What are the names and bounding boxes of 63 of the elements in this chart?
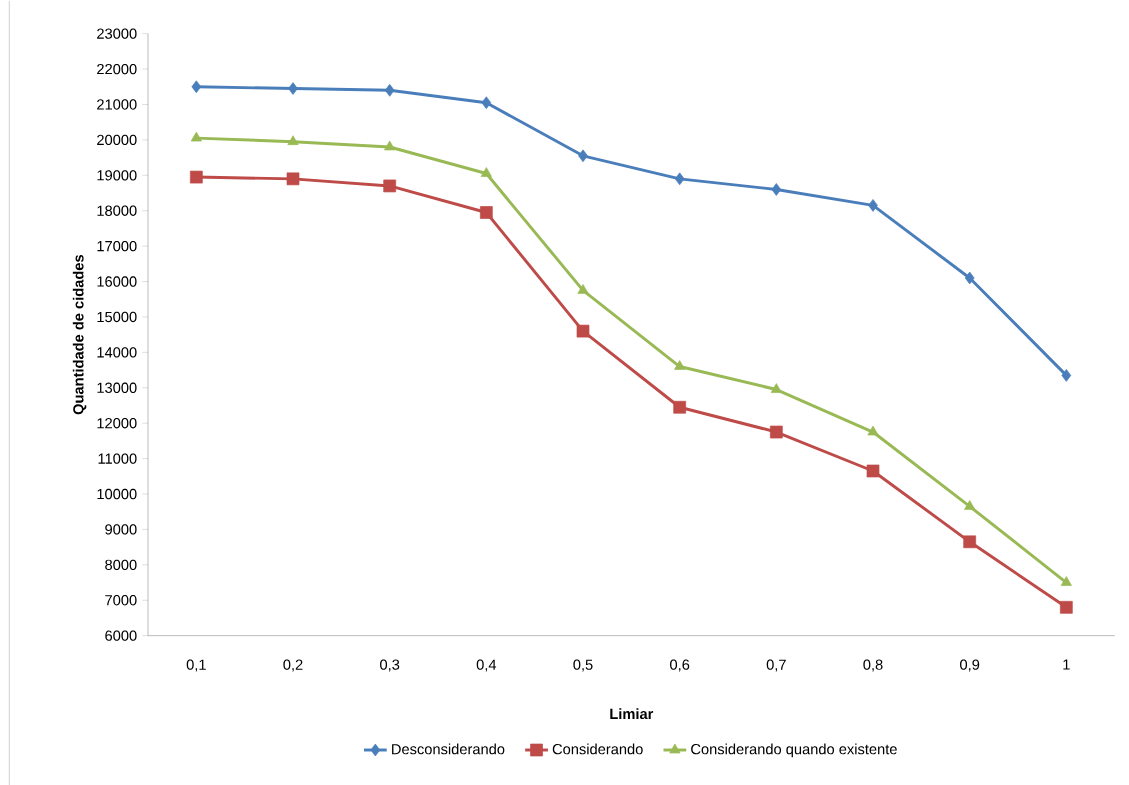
y-axis-title: Quantidade de cidades — [72, 254, 87, 415]
point — [287, 135, 299, 145]
point — [190, 131, 202, 142]
point — [867, 425, 879, 436]
point — [576, 324, 590, 338]
x-tick-label: 0,8 — [863, 659, 883, 672]
point — [384, 140, 396, 151]
y-tick-label: 17000 — [97, 240, 137, 252]
point — [191, 80, 202, 93]
point — [771, 183, 782, 196]
x-tick-label: 0,1 — [186, 659, 206, 672]
y-tick-label: 19000 — [97, 170, 137, 181]
point — [770, 383, 782, 393]
point — [866, 464, 880, 478]
point — [286, 172, 300, 186]
y-tick-label: 9000 — [105, 524, 137, 535]
y-tick-label: 22000 — [97, 63, 137, 75]
point — [577, 283, 589, 294]
x-tick-label: 0,2 — [283, 659, 303, 672]
y-tick-label: 18000 — [97, 205, 137, 216]
point — [964, 271, 975, 285]
y-tick-label: 16000 — [97, 276, 137, 287]
point — [383, 179, 397, 193]
point — [674, 360, 686, 370]
point — [964, 499, 976, 510]
y-tick-label: 14000 — [97, 347, 137, 358]
point — [288, 82, 298, 95]
y-tick-label: 7000 — [105, 594, 137, 606]
point — [578, 149, 588, 163]
y-tick-label: 15000 — [97, 311, 137, 323]
y-tick-label: 12000 — [97, 417, 137, 429]
point — [770, 425, 783, 439]
y-tick-label: 8000 — [105, 559, 137, 570]
x-tick-label: 0,5 — [573, 659, 593, 672]
point — [963, 535, 977, 549]
point — [673, 400, 687, 414]
x-tick-label: 0,7 — [766, 659, 786, 672]
point — [384, 83, 395, 97]
x-axis-title: Limiar — [610, 708, 654, 719]
point — [1060, 576, 1072, 586]
point — [674, 172, 685, 186]
y-tick-label: 13000 — [97, 382, 137, 393]
legend-label: Desconsiderando — [392, 743, 505, 755]
x-tick-label: 1 — [1063, 659, 1070, 670]
y-tick-label: 11000 — [98, 453, 137, 464]
point — [1060, 600, 1073, 614]
point — [868, 198, 878, 212]
point — [481, 96, 492, 109]
y-tick-label: 10000 — [97, 488, 137, 500]
x-tick-label: 0,6 — [670, 659, 690, 672]
legend-label: Considerando quando existente — [691, 743, 897, 758]
y-tick-label: 6000 — [105, 630, 137, 641]
y-tick-label: 23000 — [97, 28, 137, 39]
point — [190, 170, 203, 184]
point — [480, 206, 493, 219]
legend-label: Considerando — [552, 743, 643, 755]
y-tick-label: 20000 — [97, 134, 137, 145]
x-tick-label: 0,9 — [960, 659, 980, 672]
point — [480, 167, 492, 177]
x-tick-label: 0,4 — [476, 659, 497, 672]
point — [1061, 368, 1072, 382]
x-tick-label: 0,3 — [380, 659, 400, 672]
y-tick-label: 21000 — [97, 99, 137, 110]
